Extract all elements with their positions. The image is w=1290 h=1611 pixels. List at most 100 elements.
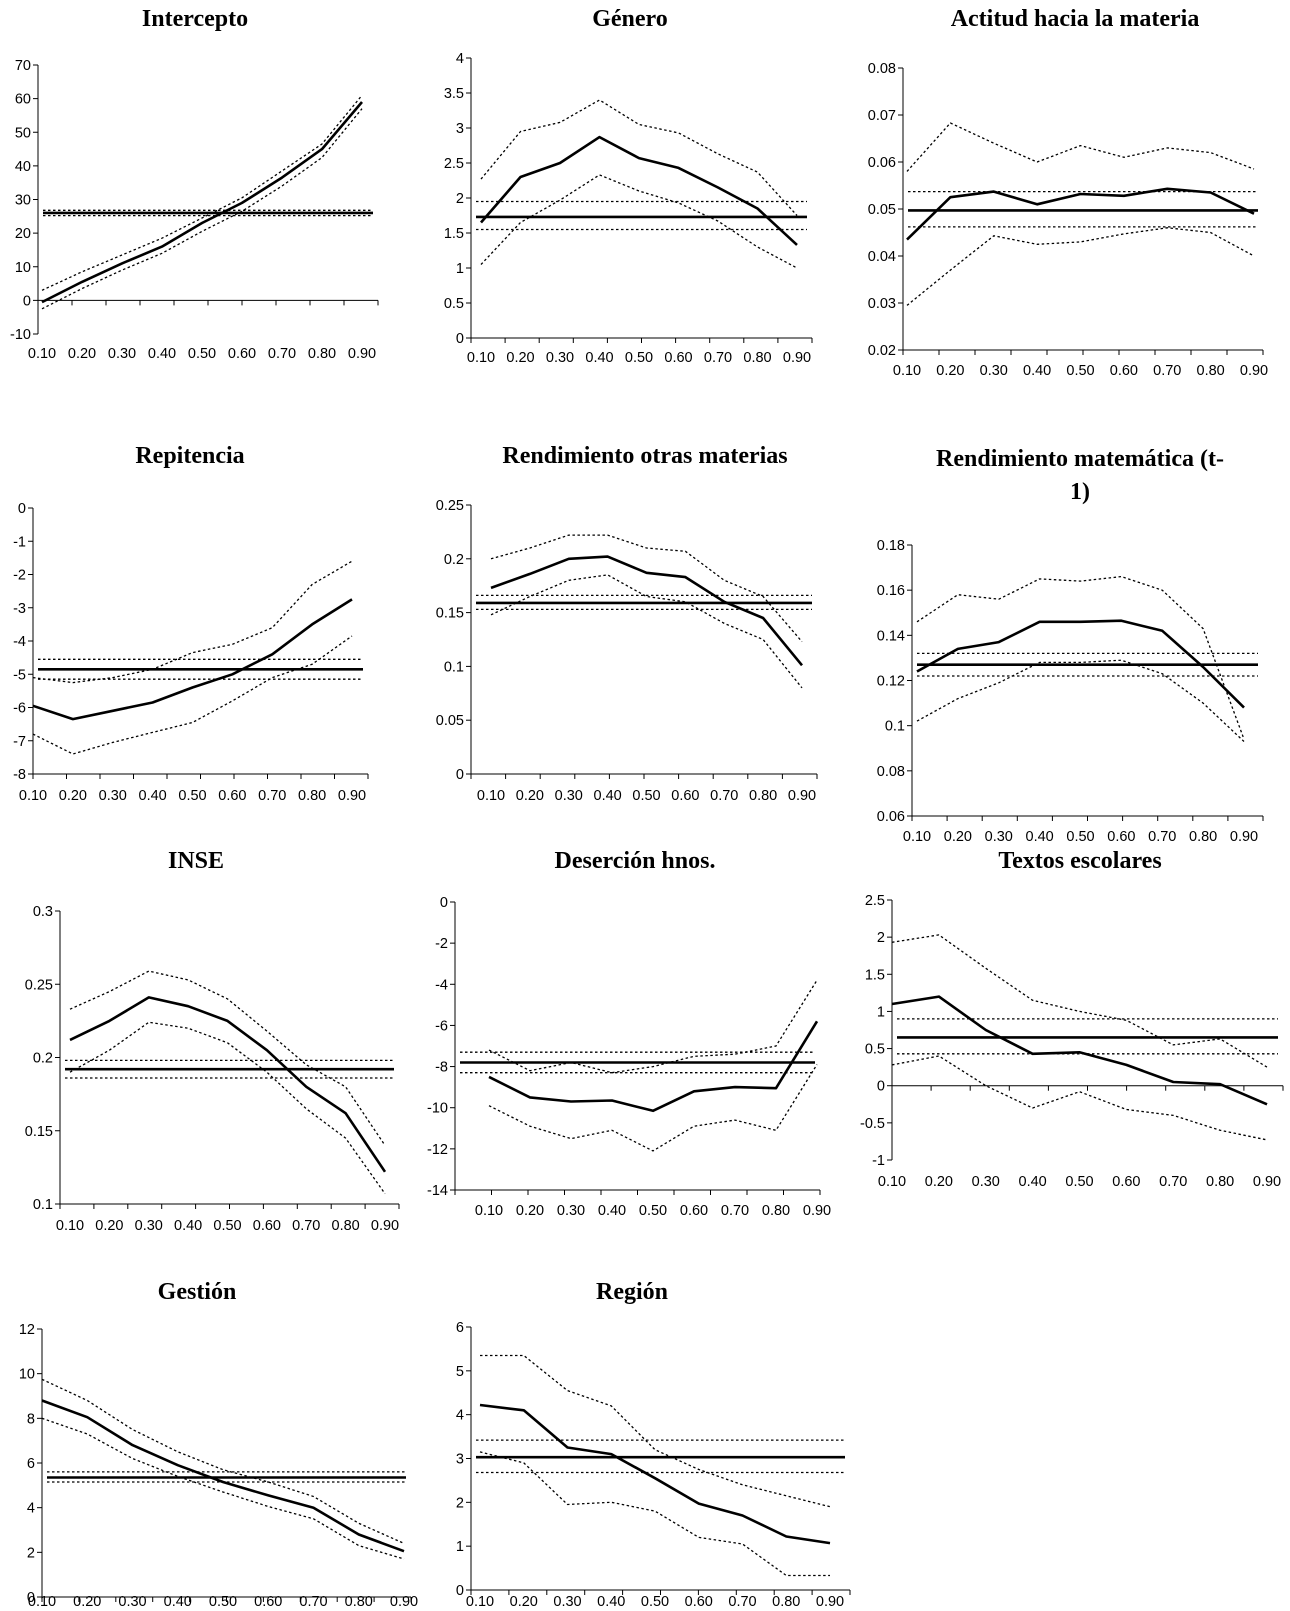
x-tick-label: 0.40 bbox=[148, 346, 176, 362]
x-tick-label: 0.50 bbox=[178, 788, 206, 804]
series-line-quantile-estimate bbox=[41, 101, 363, 304]
x-tick-label: 0.50 bbox=[209, 1594, 237, 1610]
x-tick-label: 0.90 bbox=[1230, 829, 1258, 845]
x-tick-label: 0.40 bbox=[164, 1594, 192, 1610]
series-line-quantile-ci-lower bbox=[488, 1064, 818, 1152]
series-line-quantile-ci-lower bbox=[916, 659, 1245, 742]
x-tick-label: 0.20 bbox=[925, 1174, 953, 1190]
series-line-quantile-ci-upper bbox=[488, 979, 818, 1074]
y-tick-label: 0.08 bbox=[877, 764, 905, 780]
x-tick-label: 0.70 bbox=[1159, 1174, 1187, 1190]
x-tick-label: 0.10 bbox=[903, 829, 931, 845]
y-tick-label: 0.14 bbox=[877, 628, 905, 644]
y-tick-label: 4 bbox=[456, 1408, 464, 1424]
y-tick-label: 0.25 bbox=[436, 498, 464, 514]
x-tick-label: 0.80 bbox=[1189, 829, 1217, 845]
y-tick-label: -6 bbox=[435, 1018, 448, 1034]
x-tick-label: 0.40 bbox=[594, 788, 622, 804]
y-tick-label: 0 bbox=[456, 1583, 464, 1599]
y-tick-label: 1 bbox=[456, 261, 464, 277]
series-line-quantile-ci-upper bbox=[41, 1378, 405, 1544]
y-tick-label: 2 bbox=[456, 1495, 464, 1511]
x-tick-label: 0.50 bbox=[625, 350, 653, 366]
series-line-quantile-estimate bbox=[891, 995, 1268, 1106]
x-tick-label: 0.20 bbox=[506, 350, 534, 366]
x-tick-label: 0.80 bbox=[743, 350, 771, 366]
chart-panel-3: Actitud hacia la materia 0.02 0.03 0.04 0.05… bbox=[868, 6, 1268, 379]
y-tick-label: 0 bbox=[456, 331, 464, 347]
x-tick-label: 0.80 bbox=[1206, 1174, 1234, 1190]
series-line-quantile-ci-upper bbox=[32, 560, 353, 684]
y-tick-label: -12 bbox=[427, 1142, 448, 1158]
y-tick-label: 0.02 bbox=[868, 343, 896, 359]
x-tick-label: 0.80 bbox=[1197, 363, 1225, 379]
x-tick-label: 0.60 bbox=[228, 346, 256, 362]
x-tick-label: 0.30 bbox=[99, 788, 127, 804]
x-tick-label: 0.40 bbox=[598, 1203, 626, 1219]
x-tick-label: 0.40 bbox=[1026, 829, 1054, 845]
x-tick-label: 0.20 bbox=[936, 363, 964, 379]
y-tick-label: 0.16 bbox=[877, 583, 905, 599]
x-tick-label: 0.20 bbox=[510, 1594, 538, 1610]
y-tick-label: 4 bbox=[27, 1501, 35, 1517]
x-tick-label: 0.60 bbox=[671, 788, 699, 804]
x-tick-label: 0.80 bbox=[308, 346, 336, 362]
y-tick-label: 1.5 bbox=[444, 226, 464, 242]
series-line-quantile-ci-lower bbox=[69, 1021, 386, 1195]
x-tick-label: 0.50 bbox=[1065, 1174, 1093, 1190]
y-tick-label: 0 bbox=[23, 293, 31, 309]
y-tick-label: 0.25 bbox=[25, 977, 53, 993]
x-tick-label: 0.40 bbox=[139, 788, 167, 804]
series-line-quantile-estimate bbox=[479, 1403, 831, 1545]
x-tick-label: 0.10 bbox=[475, 1203, 503, 1219]
x-tick-label: 0.50 bbox=[213, 1218, 241, 1234]
x-tick-label: 0.70 bbox=[292, 1218, 320, 1234]
x-tick-label: 0.40 bbox=[585, 350, 613, 366]
x-tick-label: 0.10 bbox=[19, 788, 47, 804]
y-tick-label: -10 bbox=[10, 327, 31, 343]
x-tick-label: 0.60 bbox=[1107, 829, 1135, 845]
chart-panel-1: Intercepto -10 0 10 20 30 40 50 60 70 0.10 0.20 0.30… bbox=[10, 6, 379, 362]
y-tick-label: -8 bbox=[13, 767, 26, 783]
series-line-quantile-ci-upper bbox=[916, 575, 1245, 740]
series-line-quantile-ci-upper bbox=[480, 99, 798, 216]
chart-title: 1) bbox=[1070, 479, 1090, 505]
x-tick-label: 0.30 bbox=[985, 829, 1013, 845]
y-tick-label: 0 bbox=[440, 895, 448, 911]
x-tick-label: 0.10 bbox=[28, 1594, 56, 1610]
x-tick-label: 0.80 bbox=[332, 1218, 360, 1234]
x-tick-label: 0.60 bbox=[253, 1218, 281, 1234]
x-tick-label: 0.10 bbox=[467, 350, 495, 366]
x-tick-label: 0.60 bbox=[254, 1594, 282, 1610]
y-tick-label: 4 bbox=[456, 51, 464, 67]
chart-title: Rendimiento otras materias bbox=[502, 443, 787, 469]
y-tick-label: 8 bbox=[27, 1411, 35, 1427]
series-line-quantile-estimate bbox=[490, 555, 804, 667]
x-tick-label: 0.70 bbox=[1148, 829, 1176, 845]
series-line-quantile-ci-lower bbox=[891, 1055, 1268, 1141]
x-tick-label: 0.10 bbox=[477, 788, 505, 804]
chart-panel-8: Deserción hnos. -14 -12 -10 -8 -6 -4 -2 0 0.10 0.2… bbox=[427, 848, 831, 1219]
y-tick-label: 0.07 bbox=[868, 108, 896, 124]
series-line-quantile-ci-upper bbox=[906, 122, 1255, 172]
y-tick-label: -1 bbox=[13, 534, 26, 550]
x-tick-label: 0.30 bbox=[555, 788, 583, 804]
chart-panel-10: Gestión 0 2 4 6 8 10 12 0.10 0.20 0.30 0.40 0.50 0.60… bbox=[19, 1279, 418, 1610]
y-tick-label: 70 bbox=[15, 58, 31, 74]
x-tick-label: 0.60 bbox=[680, 1203, 708, 1219]
series-line-quantile-estimate bbox=[488, 1020, 819, 1113]
y-tick-label: -5 bbox=[13, 667, 26, 683]
y-tick-label: 10 bbox=[19, 1367, 35, 1383]
chart-title: Deserción hnos. bbox=[555, 848, 716, 874]
x-tick-label: 0.40 bbox=[1019, 1174, 1047, 1190]
x-tick-label: 0.30 bbox=[118, 1594, 146, 1610]
x-tick-label: 0.50 bbox=[188, 346, 216, 362]
x-tick-label: 0.90 bbox=[1253, 1174, 1281, 1190]
series-line-quantile-estimate bbox=[32, 598, 353, 721]
y-tick-label: 0.04 bbox=[868, 249, 896, 265]
y-tick-label: 10 bbox=[15, 260, 31, 276]
x-tick-label: 0.30 bbox=[135, 1218, 163, 1234]
x-tick-label: 0.20 bbox=[68, 346, 96, 362]
chart-title: Región bbox=[596, 1279, 668, 1305]
y-tick-label: 0.08 bbox=[868, 61, 896, 77]
